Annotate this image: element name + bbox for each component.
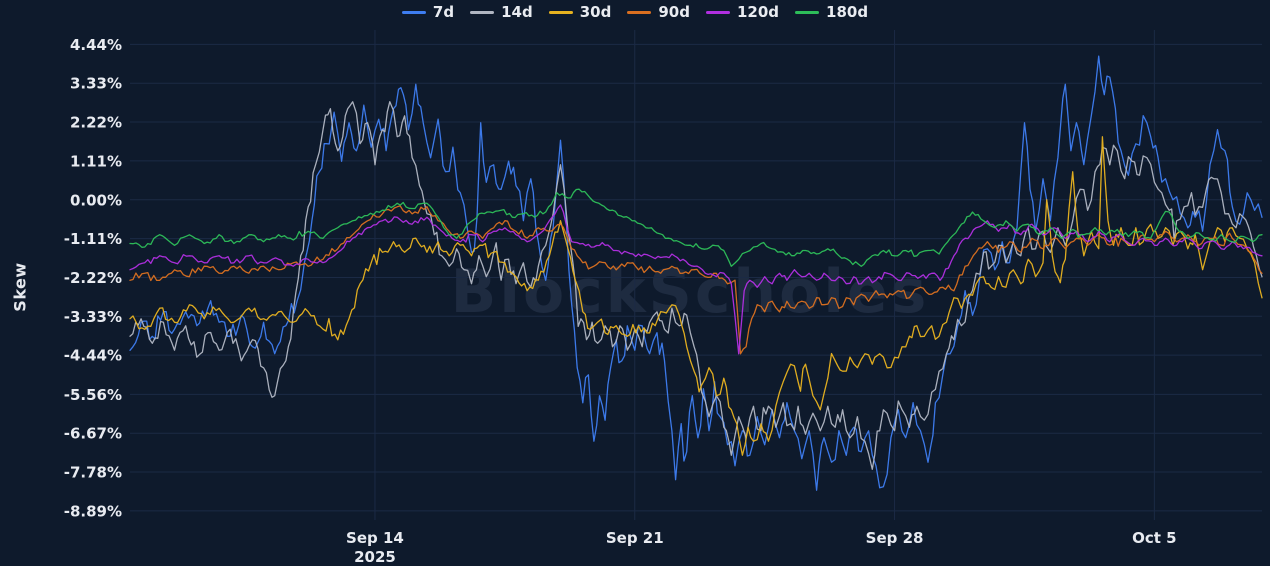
- y-tick-label: -4.44%: [64, 347, 122, 365]
- y-tick-label: -5.56%: [64, 386, 122, 404]
- legend-item-120d[interactable]: 120d: [705, 3, 780, 21]
- legend-item-14d[interactable]: 14d: [470, 3, 533, 21]
- series-line-30d: [129, 136, 1263, 456]
- y-tick-label: -7.78%: [64, 464, 122, 482]
- series-line-120d: [129, 204, 1263, 355]
- x-tick-sublabel: 2025: [354, 548, 396, 566]
- legend-item-90d[interactable]: 90d: [627, 3, 690, 21]
- y-tick-label: 2.22%: [70, 114, 122, 132]
- series-line-14d: [129, 101, 1263, 470]
- legend-label: 14d: [501, 3, 533, 21]
- legend-label: 7d: [432, 3, 455, 21]
- y-tick-label: -1.11%: [64, 230, 122, 248]
- legend-item-180d[interactable]: 180d: [795, 3, 868, 21]
- legend-label: 180d: [826, 3, 869, 21]
- y-tick-label: 3.33%: [70, 75, 122, 93]
- y-tick-label: -8.89%: [64, 502, 122, 520]
- y-tick-label: 0.00%: [70, 191, 122, 209]
- y-tick-label: -3.33%: [64, 308, 122, 326]
- legend-swatch-180d: [795, 10, 820, 14]
- y-tick-label: -6.67%: [64, 425, 122, 443]
- series-line-180d: [129, 188, 1263, 267]
- legend-swatch-120d: [705, 10, 730, 14]
- legend-label: 90d: [658, 3, 690, 21]
- x-tick-label: Oct 5: [1132, 529, 1176, 547]
- series-line-90d: [129, 205, 1263, 355]
- watermark: BlockScholes: [450, 257, 930, 327]
- x-tick-label: Sep 21: [606, 529, 664, 547]
- legend-item-30d[interactable]: 30d: [548, 3, 612, 21]
- y-tick-label: 4.44%: [70, 36, 122, 54]
- legend-swatch-30d: [548, 10, 573, 14]
- series-line-7d: [129, 55, 1263, 491]
- legend-swatch-90d: [627, 10, 652, 14]
- legend: 7d 14d 30d 90d 120d 180d: [0, 3, 1270, 21]
- x-tick-label: Sep 14: [346, 529, 404, 547]
- legend-item-7d[interactable]: 7d: [401, 3, 455, 21]
- y-tick-label: -2.22%: [64, 269, 122, 287]
- legend-label: 120d: [736, 3, 780, 21]
- y-axis-title: Skew: [10, 262, 30, 312]
- legend-swatch-7d: [401, 10, 426, 14]
- x-tick-label: Sep 28: [866, 529, 924, 547]
- legend-label: 30d: [579, 3, 612, 21]
- y-tick-label: 1.11%: [70, 152, 122, 170]
- legend-swatch-14d: [470, 10, 495, 14]
